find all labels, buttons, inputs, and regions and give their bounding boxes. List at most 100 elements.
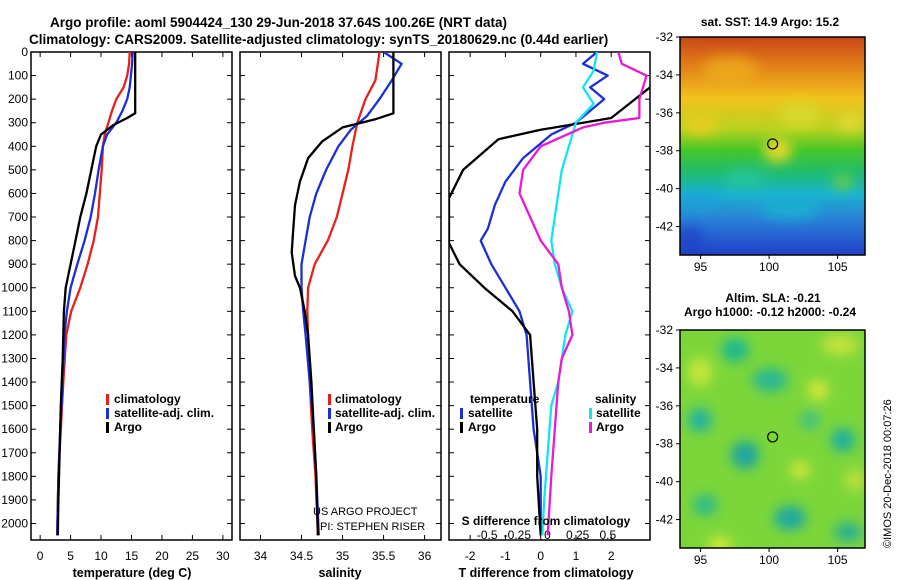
legend-label-climatology: climatology: [335, 392, 402, 406]
x-tick-label: 34.5: [290, 549, 314, 563]
sla-map-subtitle: Argo h1000: -0.12 h2000: -0.24: [684, 305, 856, 319]
difference-xlabel: T difference from climatology: [458, 566, 633, 580]
difference-legend: temperature satellite Argo salinity sate…: [460, 392, 641, 434]
x-tick-label: 35: [336, 549, 350, 563]
legend-swatch-argo: [106, 422, 109, 433]
legend-label-argo: Argo: [114, 420, 142, 434]
sst-map-axes: -32 -34 -36 -38 -40 -42 95 100 105: [656, 30, 848, 274]
map-y-tick-label: -36: [656, 106, 674, 120]
s-difference-label: S difference from climatology: [462, 514, 631, 528]
depth-tick-label: 100: [8, 69, 28, 83]
map-y-tick-label: -40: [656, 475, 674, 489]
depth-tick-label: 1800: [1, 469, 28, 483]
sla-eddies: [688, 335, 865, 548]
header-subtitle: Climatology: CARS2009. Satellite-adjuste…: [29, 32, 608, 47]
legend-swatch-satellite: [106, 408, 109, 419]
legend-swatch-satellite: [328, 408, 331, 419]
salinity-xlabel: salinity: [318, 566, 361, 580]
depth-tick-label: 1200: [1, 328, 28, 342]
salinity-legend: climatology satellite-adj. clim. Argo: [328, 392, 435, 434]
s-tick-label: -0.5: [477, 528, 498, 542]
sst-eddies: [680, 56, 862, 254]
x-tick-label: 36: [418, 549, 432, 563]
legend-label-satellite: satellite-adj. clim.: [114, 406, 214, 420]
series-line-t-satellite: [479, 52, 609, 536]
map-y-tick-label: -32: [656, 323, 674, 337]
x-tick-label: 2: [608, 549, 615, 563]
map-x-tick-label: 105: [828, 260, 848, 274]
x-tick-label: 35.5: [372, 549, 396, 563]
map-y-tick-label: -34: [656, 68, 674, 82]
depth-tick-label: 300: [8, 116, 28, 130]
series-line-satellite-adj-clim-: [300, 52, 403, 536]
sla-argo-marker: [767, 431, 779, 443]
difference-panel-frame: [448, 51, 651, 541]
s-tick-label: -0.25: [504, 528, 532, 542]
x-tick-label: 0: [37, 549, 44, 563]
map-y-tick-label: -42: [656, 220, 674, 234]
depth-tick-label: 200: [8, 92, 28, 106]
series-line-s-argo: [518, 52, 648, 536]
legend-header-salinity: salinity: [595, 392, 637, 406]
legend-label-t-argo: Argo: [468, 420, 496, 434]
series-group: [449, 52, 650, 536]
depth-tick-label: 600: [8, 186, 28, 200]
legend-header-temperature: temperature: [470, 392, 540, 406]
series-line-argo: [290, 52, 395, 536]
salinity-panel: 34 34.5 35 35.5 36: [240, 51, 441, 563]
legend-swatch-argo: [328, 422, 331, 433]
legend-swatch-s-argo: [589, 422, 592, 433]
map-y-tick-label: -40: [656, 182, 674, 196]
map-x-tick-label: 95: [694, 260, 708, 274]
temperature-legend: climatology satellite-adj. clim. Argo: [106, 392, 214, 434]
map-x-tick-label: 100: [759, 553, 779, 567]
depth-tick-label: 1600: [1, 422, 28, 436]
x-tick-label: 10: [94, 549, 108, 563]
difference-panel: -2 -1 0 1 2-0.5 -0.25 0 0.25 0.5: [449, 51, 650, 563]
legend-swatch-climatology: [328, 394, 331, 405]
map-y-tick-label: -38: [656, 144, 674, 158]
x-tick-label: -2: [465, 549, 476, 563]
credit-pi: PI: STEPHEN RISER: [320, 521, 425, 533]
map-x-tick-label: 100: [759, 260, 779, 274]
legend-label-argo: Argo: [335, 420, 363, 434]
series-group: [290, 52, 403, 536]
sst-map: sat. SST: 14.9 Argo: 15.2 -32 -34 -36 -38 -4…: [656, 15, 866, 274]
legend-label-s-satellite: satellite: [596, 406, 641, 420]
x-tick-label: 5: [67, 549, 74, 563]
map-y-tick-label: -38: [656, 437, 674, 451]
series-line-argo: [56, 52, 137, 536]
legend-label-s-argo: Argo: [596, 420, 624, 434]
depth-tick-label: 500: [8, 163, 28, 177]
series-line-t-argo: [449, 86, 650, 536]
series-line-climatology: [56, 52, 131, 536]
x-tick-label: 34: [254, 549, 268, 563]
legend-label-t-satellite: satellite: [468, 406, 513, 420]
map-x-tick-label: 105: [828, 553, 848, 567]
map-x-tick-label: 95: [694, 553, 708, 567]
sla-map-frame: [679, 329, 866, 549]
map-y-tick-label: -32: [656, 30, 674, 44]
temperature-panel-frame: [30, 51, 233, 541]
header-title: Argo profile: aoml 5904424_130 29-Jun-20…: [50, 15, 507, 30]
temperature-xlabel: temperature (deg C): [73, 566, 192, 580]
sst-argo-marker: [767, 138, 779, 150]
x-tick-label: 15: [125, 549, 139, 563]
s-tick-label: 0.5: [599, 528, 616, 542]
x-tick-label: 0: [537, 549, 544, 563]
depth-tick-label: 1900: [1, 493, 28, 507]
depth-tick-label: 1500: [1, 399, 28, 413]
legend-label-climatology: climatology: [114, 392, 181, 406]
depth-tick-label: 1300: [1, 351, 28, 365]
sla-map: Altim. SLA: -0.21 Argo h1000: -0.12 h200…: [656, 291, 866, 567]
sla-map-axes: -32 -34 -36 -38 -40 -42 95 100 105: [656, 323, 848, 567]
map-y-tick-label: -42: [656, 513, 674, 527]
map-y-tick-label: -34: [656, 361, 674, 375]
depth-tick-label: 700: [8, 210, 28, 224]
depth-tick-label: 1700: [1, 446, 28, 460]
legend-swatch-t-satellite: [460, 408, 463, 419]
series-line-s-satellite: [541, 52, 599, 536]
depth-tick-label: 400: [8, 139, 28, 153]
salinity-panel-frame: [239, 51, 442, 541]
